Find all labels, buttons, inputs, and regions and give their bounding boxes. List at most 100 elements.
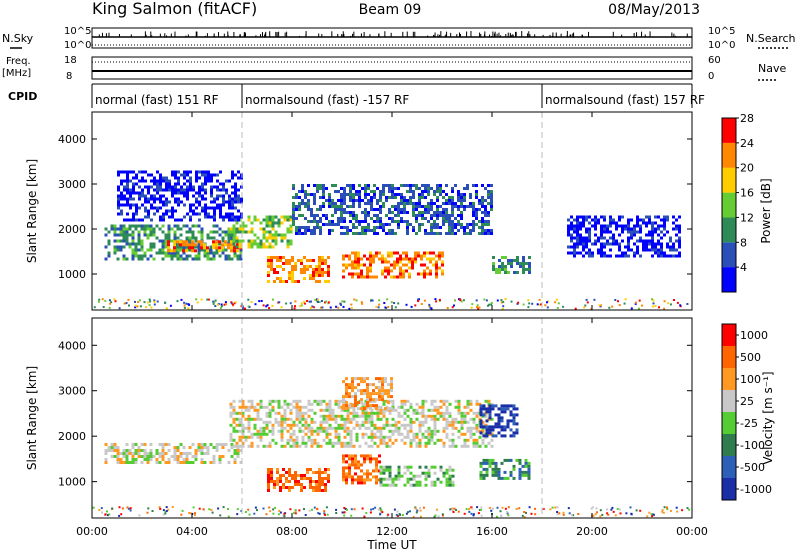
echo-cell (617, 300, 619, 303)
echo-cell (198, 194, 201, 198)
echo-cell (654, 248, 657, 252)
echo-cell (201, 173, 204, 177)
echo-cell (241, 239, 245, 243)
echo-cell (466, 402, 470, 406)
echo-cell (307, 426, 311, 430)
echo-cell (418, 420, 422, 424)
echo-cell (238, 239, 242, 243)
echo-cell (614, 514, 617, 517)
echo-cell (518, 467, 522, 471)
echo-cell (315, 483, 318, 486)
echo-cell (615, 242, 618, 246)
echo-cell (390, 386, 393, 390)
echo-cell (331, 214, 334, 217)
echo-cell (271, 408, 275, 412)
echo-cell (490, 202, 493, 205)
echo-cell (313, 420, 317, 424)
echo-cell (186, 194, 189, 198)
echo-cell (415, 232, 418, 235)
echo-cell (390, 263, 393, 267)
echo-cell (600, 251, 603, 255)
echo-cell (446, 307, 449, 309)
echo-cell (244, 426, 248, 430)
echo-cell (387, 306, 390, 308)
echo-cell (135, 206, 138, 210)
echo-cell (636, 218, 639, 222)
echo-cell (128, 227, 132, 231)
echo-cell (107, 230, 111, 234)
echo-cell (107, 449, 111, 452)
echo-cell (276, 259, 279, 262)
echo-cell (496, 299, 499, 302)
echo-cell (391, 205, 394, 208)
echo-cell (570, 233, 573, 237)
echo-cell (364, 193, 367, 196)
echo-cell (173, 233, 177, 237)
echo-cell (648, 511, 651, 514)
echo-cell (345, 377, 348, 381)
echo-cell (147, 188, 150, 192)
echo-cell (289, 432, 293, 436)
echo-cell (173, 452, 177, 455)
echo-cell (418, 214, 421, 217)
echo-cell (388, 208, 391, 211)
echo-cell (270, 471, 273, 474)
echo-cell (119, 245, 123, 249)
echo-cell (403, 465, 407, 469)
echo-cell (201, 188, 204, 192)
echo-cell (585, 239, 588, 243)
echo-cell (479, 425, 483, 429)
echo-cell (516, 302, 519, 305)
echo-cell (247, 435, 251, 439)
echo-cell (421, 205, 424, 208)
echo-cell (445, 423, 449, 427)
echo-cell (663, 215, 666, 219)
echo-cell (654, 242, 657, 246)
echo-cell (530, 512, 533, 515)
echo-cell (379, 208, 382, 211)
echo-cell (372, 257, 375, 261)
echo-cell (448, 196, 451, 199)
echo-cell (369, 454, 372, 458)
echo-cell (651, 227, 654, 231)
echo-cell (430, 199, 433, 202)
echo-cell (472, 205, 475, 208)
echo-cell (430, 465, 434, 469)
echo-cell (315, 486, 318, 489)
echo-cell (361, 232, 364, 235)
echo-cell (651, 239, 654, 243)
echo-cell (393, 251, 396, 255)
echo-cell (230, 257, 234, 261)
echo-cell (204, 215, 207, 219)
echo-cell (171, 191, 174, 195)
echo-cell (352, 405, 356, 409)
echo-cell (141, 194, 144, 198)
echo-cell (125, 233, 129, 237)
echo-cell (239, 257, 243, 261)
echo-cell (280, 414, 284, 418)
velocity-echo-regions (92, 318, 691, 518)
echo-cell (479, 431, 483, 435)
echo-cell (387, 260, 390, 264)
echo-cell (633, 242, 636, 246)
echo-cell (230, 236, 234, 240)
echo-cell (318, 471, 321, 474)
echo-cell (268, 414, 272, 418)
echo-cell (451, 444, 455, 448)
echo-cell (469, 232, 472, 235)
echo-cell (143, 443, 147, 446)
echo-cell (427, 432, 431, 436)
echo-cell (363, 392, 366, 396)
echo-cell (454, 405, 458, 409)
echo-cell (206, 254, 210, 258)
echo-cell (475, 441, 479, 445)
echo-cell (414, 260, 417, 264)
echo-cell (442, 411, 446, 415)
echo-cell (354, 257, 357, 261)
echo-cell (309, 483, 312, 486)
echo-cell (489, 506, 492, 509)
echo-cell (485, 461, 489, 465)
echo-cell (204, 206, 207, 210)
echo-cell (472, 417, 476, 421)
echo-cell (171, 170, 174, 174)
